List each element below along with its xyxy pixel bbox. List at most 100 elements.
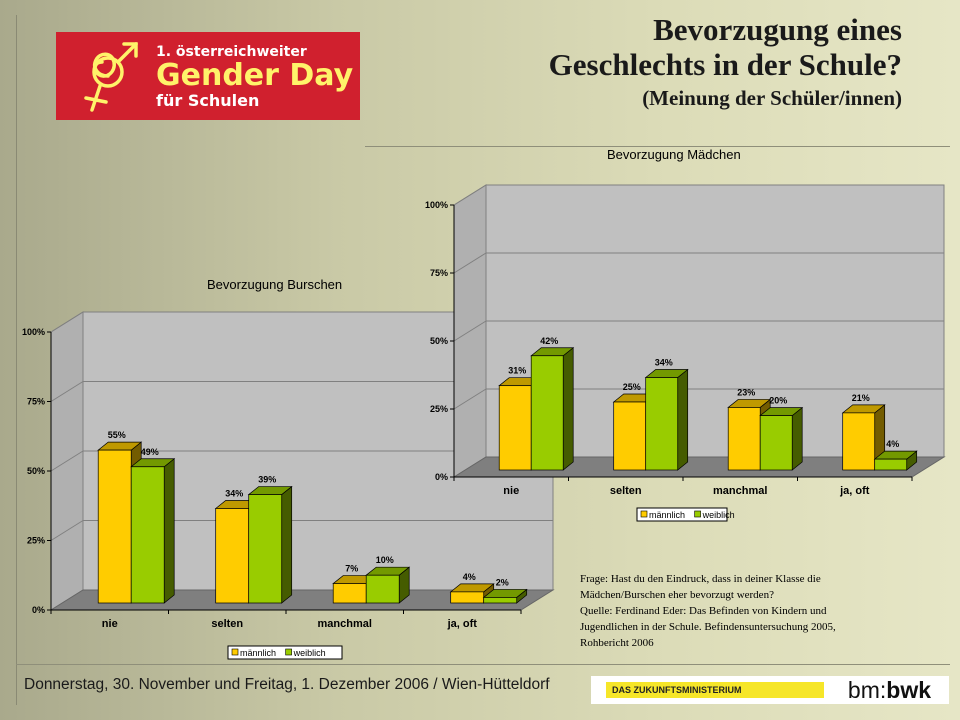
legend-label: weiblich: [293, 648, 326, 658]
bar-top: [365, 566, 411, 576]
bar: [727, 407, 761, 471]
footer-divider-line: [16, 664, 950, 665]
bar-side: [906, 450, 918, 471]
bar-side: [874, 404, 886, 471]
data-label: 34%: [655, 358, 673, 368]
x-tick-label: ja, oft: [447, 618, 478, 630]
floor: [49, 589, 555, 611]
gridline-side: [50, 311, 84, 333]
data-label: 10%: [376, 555, 394, 565]
bar-top: [214, 500, 260, 509]
y-tick-label: 50%: [430, 336, 448, 346]
title-divider-line: [365, 146, 950, 147]
bar: [248, 494, 283, 604]
legend-label: weiblich: [702, 510, 735, 520]
footnote-line-5: Rohbericht 2006: [580, 637, 654, 649]
title-line-2: Geschlechts in der Schule?: [548, 47, 902, 82]
legend-swatch: [231, 648, 239, 656]
gender-symbol-icon: [84, 42, 138, 112]
footnote-line-1: Frage: Hast du den Eindruck, dass in dei…: [580, 573, 821, 585]
bar-side: [645, 393, 657, 471]
bar-side: [530, 376, 542, 471]
bar: [365, 574, 400, 604]
bar-side: [163, 458, 175, 604]
bar-top: [841, 404, 886, 414]
data-label: 2%: [496, 577, 509, 587]
footnote-line-2: Mädchen/Burschen eher bevorzugt werden?: [580, 589, 774, 601]
bar-side: [398, 566, 410, 604]
legend-label: männlich: [240, 648, 276, 658]
bar: [97, 449, 132, 604]
x-tick-label: nie: [102, 618, 118, 630]
logo-line-1: 1. österreichweiter: [156, 44, 307, 60]
bmbwk-logo: bm:bwk: [848, 676, 931, 704]
data-label: 4%: [886, 439, 899, 449]
bar-top: [247, 486, 293, 495]
bar-side: [516, 588, 528, 604]
bar: [215, 508, 250, 604]
bmbwk-logo-suffix: bwk: [886, 677, 931, 703]
page-title: Bevorzugung eines Geschlechts in der Sch…: [549, 12, 902, 114]
back-wall: [82, 311, 554, 591]
legend-swatch: [694, 510, 701, 518]
bar: [332, 583, 367, 604]
y-tick-label: 25%: [430, 404, 448, 414]
y-tick-label: 100%: [22, 327, 45, 337]
gridline-side: [453, 388, 487, 410]
bar-top: [727, 399, 772, 408]
legend-box: [227, 645, 343, 660]
x-tick-label: nie: [503, 485, 519, 497]
bar-side: [677, 368, 689, 471]
chart-burschen-title: Bevorzugung Burschen: [207, 277, 343, 292]
gridline-side: [50, 381, 84, 402]
data-label: 7%: [345, 564, 358, 574]
x-tick-label: ja, oft: [839, 485, 870, 497]
bar: [842, 412, 876, 471]
bar: [874, 458, 908, 471]
y-tick-label: 0%: [435, 472, 448, 482]
data-label: 20%: [769, 396, 787, 406]
x-tick-label: selten: [211, 618, 243, 630]
y-tick-label: 75%: [27, 397, 45, 407]
x-tick-label: manchmal: [318, 618, 372, 630]
bar: [483, 597, 518, 604]
data-label: 49%: [141, 447, 159, 457]
bar-top: [449, 583, 495, 593]
bar: [759, 415, 793, 471]
bar-side: [281, 485, 293, 604]
gridline-side: [453, 184, 487, 206]
bar-top: [332, 575, 378, 584]
floor: [452, 456, 946, 478]
bar: [530, 355, 564, 471]
ministry-banner: DAS ZUKUNFTSMINISTERIUM: [606, 682, 824, 698]
data-label: 21%: [852, 393, 870, 403]
bar-top: [612, 393, 657, 403]
bar: [130, 466, 165, 604]
data-label: 34%: [225, 488, 243, 498]
data-label: 42%: [540, 336, 558, 346]
bar-side: [759, 398, 771, 471]
back-wall: [485, 184, 945, 458]
data-label: 4%: [463, 572, 476, 582]
footer-date: Donnerstag, 30. November und Freitag, 1.…: [24, 676, 550, 693]
bar: [450, 591, 485, 604]
bar: [645, 377, 679, 471]
data-label: 55%: [108, 430, 126, 440]
bar-top: [482, 589, 528, 598]
data-label: 39%: [258, 475, 276, 485]
x-tick-label: manchmal: [713, 485, 767, 497]
ministry-logo-box: DAS ZUKUNFTSMINISTERIUM bm:bwk: [591, 676, 949, 704]
legend-swatch: [640, 510, 648, 518]
bar: [498, 385, 532, 471]
y-tick-label: 75%: [430, 268, 448, 278]
bar-side: [791, 406, 803, 471]
data-label: 23%: [737, 387, 755, 397]
x-tick-label: selten: [610, 485, 642, 497]
bar-side: [130, 441, 142, 604]
footnote-line-3: Quelle: Ferdinand Eder: Das Befinden von…: [580, 605, 827, 617]
y-tick-label: 100%: [425, 200, 448, 210]
data-label: 31%: [508, 366, 526, 376]
bmbwk-logo-prefix: bm:: [847, 677, 887, 703]
y-tick-label: 50%: [27, 466, 45, 476]
gender-day-logo: 1. österreichweiter Gender Day für Schul…: [56, 32, 360, 120]
